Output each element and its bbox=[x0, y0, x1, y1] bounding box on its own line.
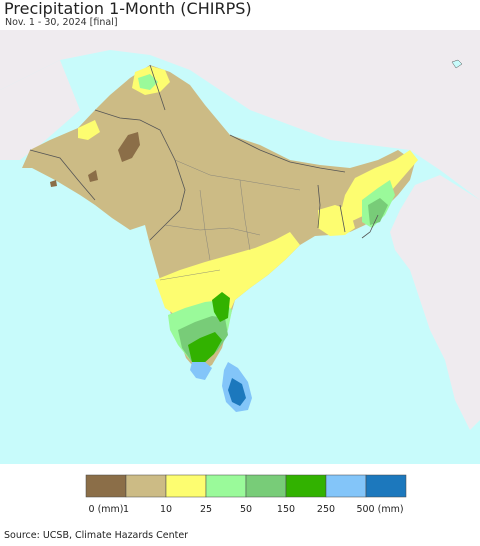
legend-label-250: 250 bbox=[316, 504, 336, 515]
zone-0mm-west bbox=[88, 170, 98, 182]
zone-50mm-northeast bbox=[368, 198, 388, 225]
land-outside-north bbox=[0, 30, 480, 200]
zone-500mm-sri-lanka bbox=[228, 378, 246, 406]
zone-0mm-small bbox=[50, 180, 57, 187]
land-main bbox=[22, 65, 415, 372]
legend-label-50: 50 bbox=[239, 504, 253, 515]
zone-0mm-pakistan bbox=[118, 132, 140, 162]
lake bbox=[451, 59, 463, 69]
zone-250mm-south-tip bbox=[190, 362, 212, 380]
zone-10mm-east-coast bbox=[155, 232, 300, 330]
legend-swatch-150 bbox=[285, 474, 327, 498]
legend-swatch-10 bbox=[165, 474, 207, 498]
map-title: Precipitation 1-Month (CHIRPS) bbox=[4, 0, 252, 18]
zone-150mm-south bbox=[188, 332, 222, 364]
zone-10mm-bangladesh bbox=[318, 205, 355, 236]
legend-label-500: 500 (mm) bbox=[356, 504, 404, 515]
source-credit: Source: UCSB, Climate Hazards Center bbox=[4, 530, 189, 541]
legend-swatch-500 bbox=[365, 474, 407, 498]
legend-label-10: 10 bbox=[159, 504, 173, 515]
legend-swatch-25 bbox=[205, 474, 247, 498]
zone-10mm-northeast bbox=[340, 150, 418, 222]
zone-150mm-east-coast bbox=[212, 292, 230, 322]
land-myanmar-region bbox=[390, 175, 480, 430]
legend-label-1: 1 bbox=[122, 504, 130, 515]
map-subtitle: Nov. 1 - 30, 2024 [final] bbox=[5, 17, 118, 28]
legend-label-150: 150 bbox=[276, 504, 296, 515]
zone-25mm-north bbox=[138, 74, 158, 90]
land-outside-west bbox=[0, 60, 80, 160]
legend-label-0: 0 (mm) bbox=[88, 504, 124, 515]
legend-swatch-250 bbox=[325, 474, 367, 498]
zone-10mm-pakistan-nw bbox=[78, 120, 100, 140]
legend-swatch-1 bbox=[125, 474, 167, 498]
legend-label-25: 25 bbox=[199, 504, 213, 515]
state-borders bbox=[159, 159, 301, 281]
legend bbox=[0, 464, 480, 524]
legend-swatch-0 bbox=[85, 474, 127, 498]
legend-swatch-50 bbox=[245, 474, 287, 498]
